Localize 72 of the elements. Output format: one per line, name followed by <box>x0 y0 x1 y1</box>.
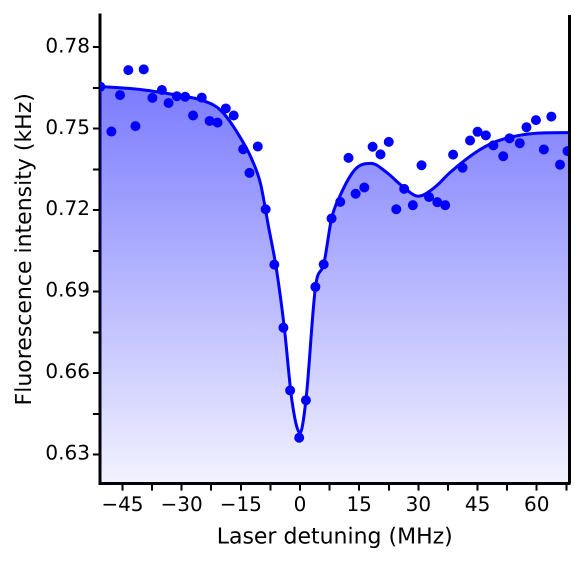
x-tick-label: −30 <box>160 492 203 516</box>
point <box>326 213 337 224</box>
point <box>269 260 280 270</box>
point <box>147 92 158 103</box>
point <box>480 130 491 140</box>
x-tick-label: 0 <box>294 492 306 516</box>
point <box>220 103 231 114</box>
point <box>278 322 288 333</box>
point <box>123 65 134 76</box>
point <box>138 64 149 74</box>
point <box>488 140 498 150</box>
point <box>384 136 394 147</box>
point <box>115 90 126 100</box>
point <box>432 197 442 208</box>
point <box>472 126 483 137</box>
point <box>368 142 378 152</box>
x-tick-label: 60 <box>524 492 550 516</box>
y-axis-title: Fluorescence intensity (kHz) <box>12 93 37 406</box>
x-axis-title: Laser detuning (MHz) <box>216 524 453 550</box>
point <box>555 160 566 170</box>
y-tick-label: 0.66 <box>45 359 90 384</box>
point <box>228 110 239 121</box>
y-tick-label: 0.78 <box>45 33 90 58</box>
point <box>416 160 427 170</box>
point <box>318 259 329 270</box>
point <box>188 110 198 121</box>
point <box>359 182 370 192</box>
y-tick-label: 0.69 <box>45 278 90 302</box>
point <box>350 188 361 199</box>
point <box>294 432 304 443</box>
point <box>310 282 320 292</box>
point <box>424 192 434 202</box>
point <box>260 204 271 214</box>
point <box>172 91 182 102</box>
x-tick-label: −45 <box>101 492 144 516</box>
point <box>399 184 410 194</box>
point <box>238 144 248 154</box>
point <box>514 138 525 148</box>
point <box>538 144 549 154</box>
point <box>344 152 354 163</box>
x-tick-label: −15 <box>220 492 262 516</box>
y-tick-label: 0.75 <box>45 114 90 139</box>
x-tick-label: 15 <box>346 492 372 516</box>
y-tick-label: 0.63 <box>45 440 90 465</box>
point <box>156 84 167 95</box>
point <box>546 112 556 122</box>
point <box>448 150 458 160</box>
x-tick-label: 45 <box>464 492 490 516</box>
point <box>408 200 418 210</box>
point <box>465 136 476 146</box>
point <box>375 149 386 160</box>
x-tick-label: 30 <box>406 492 432 516</box>
point <box>530 115 541 126</box>
point <box>391 204 402 214</box>
point <box>521 122 532 132</box>
point <box>440 200 450 210</box>
point <box>196 92 207 103</box>
point <box>504 133 515 144</box>
point <box>335 196 346 207</box>
point <box>180 92 190 102</box>
point <box>458 162 468 173</box>
point <box>244 168 254 178</box>
point <box>498 151 508 162</box>
point <box>106 126 116 137</box>
point <box>285 385 296 396</box>
point <box>300 395 311 406</box>
point <box>212 118 223 128</box>
point <box>164 98 174 108</box>
point <box>130 121 140 132</box>
point <box>252 141 263 152</box>
point <box>204 116 215 126</box>
y-tick-label: 0.72 <box>45 196 90 220</box>
